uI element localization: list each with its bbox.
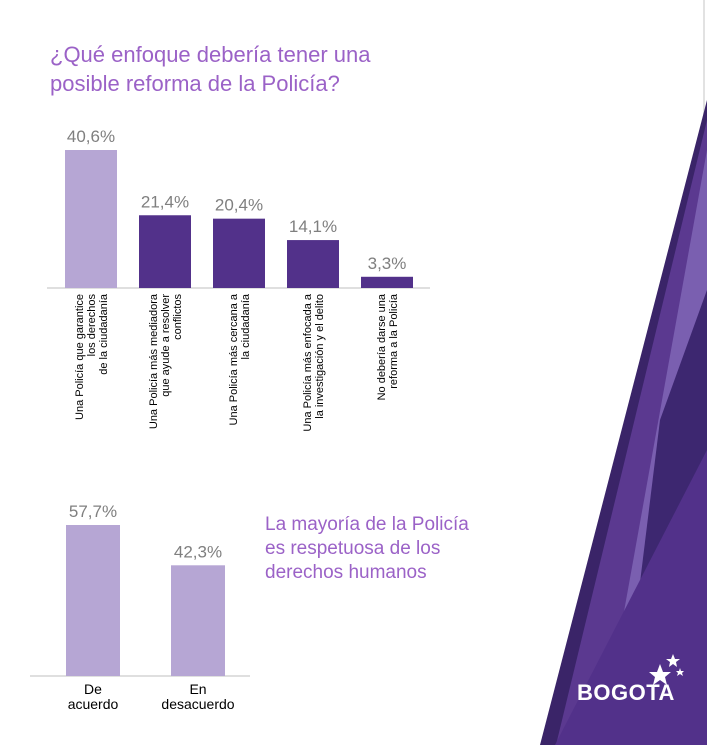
- chart1-category-label: Una Policía más enfocada a la investigaci…: [302, 293, 326, 431]
- chart2-category-label: desacuerdo: [161, 696, 234, 712]
- chart1-value-label: 3,3%: [368, 254, 407, 273]
- chart2-bar: [66, 525, 120, 676]
- bogota-logo: BOGOTA: [565, 650, 695, 720]
- chart2-category-label: acuerdo: [68, 696, 119, 712]
- chart2-category-label: En: [189, 681, 206, 697]
- chart1-bar: [287, 240, 339, 288]
- chart1-category-line: de la ciudadanía: [98, 293, 110, 375]
- chart1-category-line: reforma a la Policía: [388, 293, 400, 389]
- chart1-category-line: la investigación y el delito: [314, 294, 326, 419]
- chart1-category-line: Una Policía más cercana a: [228, 293, 240, 425]
- logo-stars-icon: [649, 654, 684, 685]
- deco-panel-front: [555, 450, 707, 745]
- chart1-category-line: No debería darse una: [376, 293, 388, 400]
- chart1-bar: [139, 215, 191, 288]
- chart1-value-label: 21,4%: [141, 192, 189, 211]
- chart1-category-line: que ayude a resolver: [160, 294, 172, 397]
- chart1-category-label: Una Policía más cercana a la ciudadanía: [228, 293, 252, 425]
- chart1-value-label: 14,1%: [289, 217, 337, 236]
- chart1-bar: [65, 150, 117, 288]
- chart1-category-line: Una Policía que garantice: [74, 294, 86, 420]
- callout-text: La mayoría de la Policía es respetuosa d…: [265, 513, 505, 585]
- chart1-category-line: conflictos: [172, 294, 184, 340]
- chart2-category-label: De: [84, 681, 102, 697]
- chart1-category-line: los derechos: [86, 294, 98, 357]
- chart2-bar: [171, 565, 225, 676]
- callout-line-1: La mayoría de la Policía: [265, 514, 469, 535]
- callout-line-2: es respetuosa de los: [265, 538, 441, 559]
- chart1-category-line: la ciudadanía: [240, 293, 252, 359]
- chart1-category-line: Una Policía más enfocada a: [302, 293, 314, 431]
- chart1-value-label: 20,4%: [215, 196, 263, 215]
- chart1-category-label: Una Policía que garantice los derechos de …: [74, 293, 110, 420]
- chart2-value-label: 42,3%: [174, 542, 222, 561]
- callout-line-3: derechos humanos: [265, 562, 427, 583]
- chart1-category-label: No debería darse una reforma a la Policía: [376, 293, 400, 400]
- chart2-value-label: 57,7%: [69, 502, 117, 521]
- chart1-category-label: Una Policía más mediadora que ayude a res…: [148, 293, 184, 429]
- chart1-bar: [361, 276, 413, 288]
- chart1-bar: [213, 218, 265, 288]
- chart-title: ¿Qué enfoque debería tener una posible r…: [50, 40, 470, 98]
- chart1-category-line: Una Policía más mediadora: [148, 293, 160, 429]
- chart1-value-label: 40,6%: [67, 127, 115, 146]
- chart-title-line-2: posible reforma de la Policía?: [50, 71, 340, 96]
- logo-text: BOGOTA: [577, 680, 675, 705]
- chart-title-line-1: ¿Qué enfoque debería tener una: [50, 42, 371, 67]
